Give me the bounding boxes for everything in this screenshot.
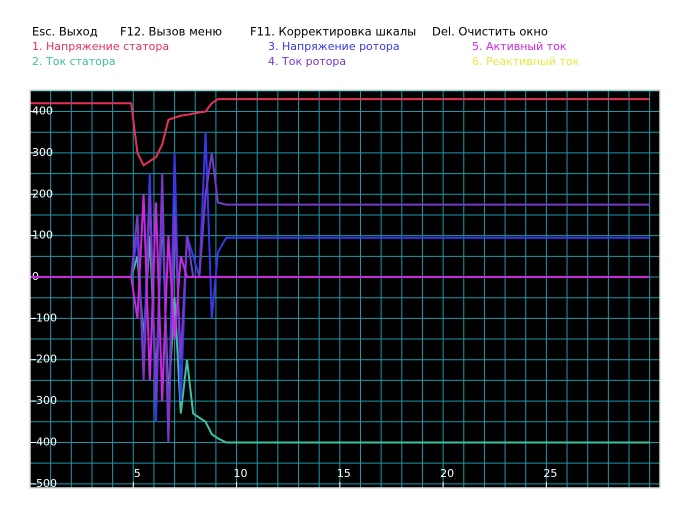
y-tick-label: -200 xyxy=(32,353,57,366)
series-line xyxy=(30,194,650,402)
x-tick-label: 20 xyxy=(440,467,454,480)
legend-entry: 4. Ток ротора xyxy=(268,55,346,68)
y-tick-label: -500 xyxy=(32,477,57,490)
legend-entry: 1. Напряжение статора xyxy=(32,40,169,53)
legend-entry: 2. Ток статора xyxy=(32,55,116,68)
menu-item[interactable]: F11. Корректировка шкалы xyxy=(250,25,416,39)
plot-frame xyxy=(29,89,661,489)
y-tick-label: 400 xyxy=(32,105,53,118)
menu-item[interactable]: Del. Очистить окно xyxy=(432,25,548,39)
x-tick-label: 15 xyxy=(337,467,351,480)
y-tick-label: -400 xyxy=(32,435,57,448)
y-tick-label: 100 xyxy=(32,229,53,242)
menu-item[interactable]: Esc. Выход xyxy=(32,25,98,39)
menu-bar: Esc. Выход F12. Вызов меню F11. Корректи… xyxy=(32,25,548,39)
x-tick-label: 5 xyxy=(134,467,141,480)
legend-entry: 3. Напряжение ротора xyxy=(268,40,400,53)
x-tick-label: 25 xyxy=(543,467,557,480)
y-tick-label: -300 xyxy=(32,394,57,407)
legend-entry: 5. Активный ток xyxy=(472,40,567,53)
y-tick-label: 200 xyxy=(32,187,53,200)
x-tick-label: 10 xyxy=(234,467,248,480)
plot-area xyxy=(30,90,660,488)
menu-item[interactable]: F12. Вызов меню xyxy=(120,25,222,39)
series-line xyxy=(30,98,650,167)
y-tick-label: 300 xyxy=(32,146,53,159)
legend-entry: 6. Реактивный ток xyxy=(472,55,579,68)
y-tick-label: -100 xyxy=(32,311,57,324)
